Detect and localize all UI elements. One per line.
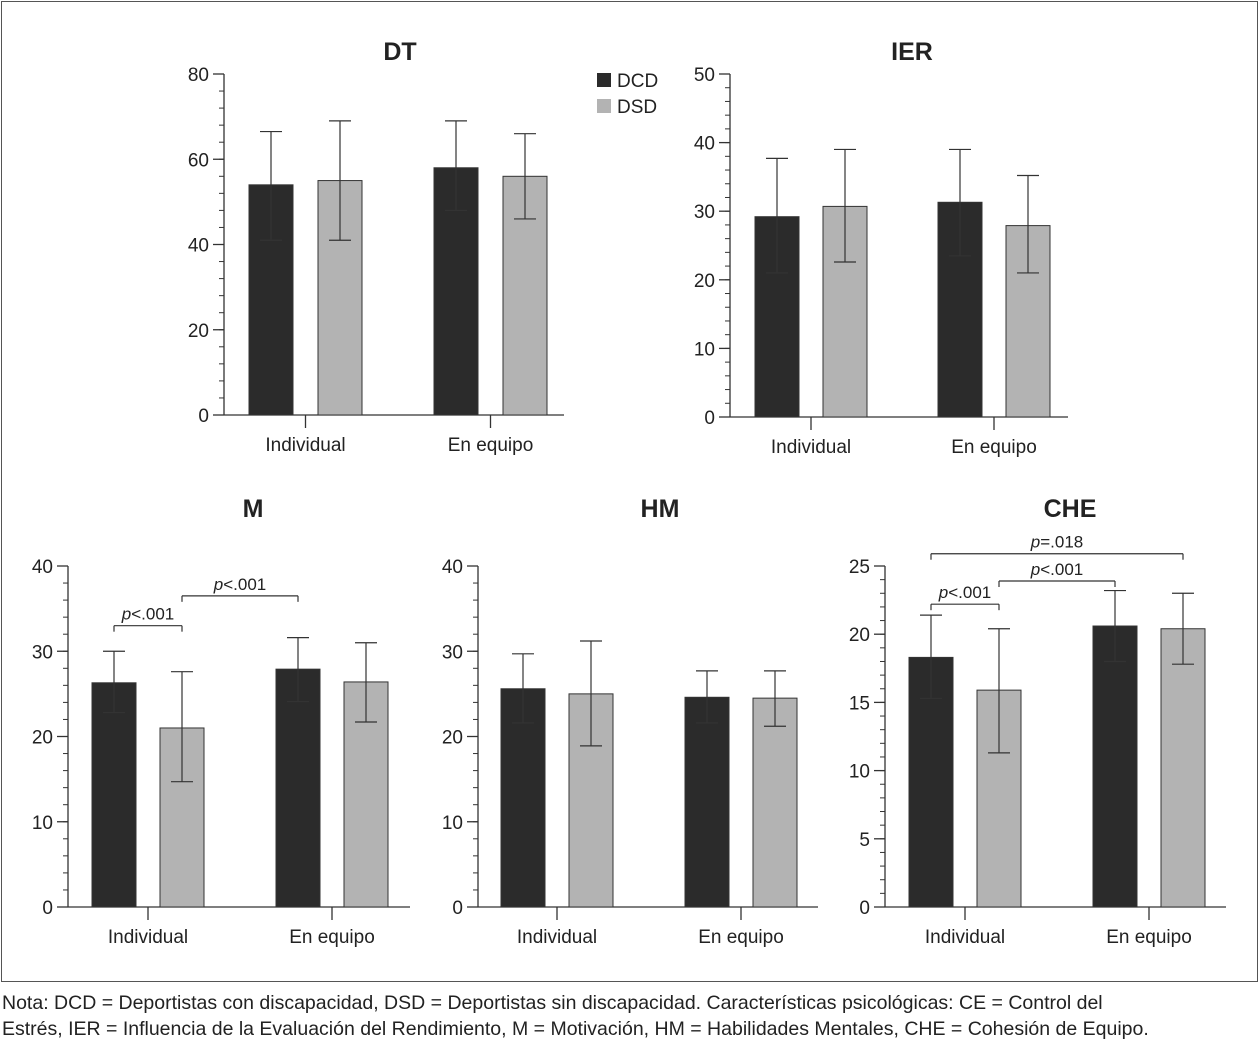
chart-dt: DT 0 20 40 60 80 Individual En equipo [188, 38, 564, 456]
y-tick-label: 20 [442, 728, 463, 749]
chart-title: HM [641, 495, 680, 523]
error-bar [1172, 592, 1194, 665]
x-tick-label: Individual [925, 927, 1005, 948]
error-bar [514, 133, 536, 220]
y-tick-label: 10 [442, 813, 463, 834]
chart-title: DT [383, 38, 416, 66]
error-bar [1104, 589, 1126, 663]
error-bar [764, 670, 786, 727]
chart-hm: HM 0 10 20 30 40 Individual En equipo [442, 495, 818, 948]
y-tick-label: 10 [694, 339, 715, 360]
y-tick-label: 50 [694, 65, 715, 86]
legend-label-dsd: DSD [617, 97, 657, 118]
error-bar [949, 148, 971, 257]
error-bar [834, 148, 856, 263]
p-value-label: p<.001 [938, 583, 991, 602]
bar-dcd-0 [500, 688, 546, 908]
legend-label-dcd: DCD [617, 71, 658, 92]
p-value-label: p<.001 [121, 605, 174, 624]
y-tick-label: 20 [849, 625, 870, 646]
p-value-label: p<.001 [213, 575, 266, 594]
error-bar [103, 650, 125, 714]
figure-note: Nota: DCD = Deportistas con discapacidad… [2, 990, 1252, 1042]
y-tick-label: 80 [188, 65, 209, 86]
legend-swatch-dsd [597, 99, 611, 113]
x-tick-label: En equipo [1106, 927, 1192, 948]
significance-bracket: p=.018 [930, 533, 1184, 560]
note-line-1: Nota: DCD = Deportistas con discapacidad… [2, 992, 1103, 1014]
figure-charts: DT 0 20 40 60 80 Individual En equipo IER 0 10 20 30… [32, 38, 1226, 948]
y-tick-label: 0 [42, 898, 53, 919]
x-tick-label: Individual [517, 927, 597, 948]
error-bar [580, 640, 602, 747]
y-tick-label: 15 [849, 693, 870, 714]
chart-title: M [243, 495, 264, 523]
bar-dcd-1 [684, 696, 730, 908]
error-bar [171, 671, 193, 783]
y-tick-label: 10 [849, 762, 870, 783]
chart-m: M 0 10 20 30 40 Individual En equipo p<.001 p<.00… [32, 495, 410, 948]
y-tick-label: 40 [442, 557, 463, 578]
error-bar [287, 637, 309, 703]
y-tick-label: 20 [32, 728, 53, 749]
x-tick-label: En equipo [448, 435, 534, 456]
error-bar [260, 130, 282, 241]
error-bar [988, 628, 1010, 754]
error-bar [766, 157, 788, 274]
y-tick-label: 0 [452, 898, 463, 919]
error-bar [445, 120, 467, 211]
y-tick-label: 5 [859, 830, 870, 851]
x-tick-label: En equipo [698, 927, 784, 948]
y-tick-label: 20 [694, 271, 715, 292]
bar-dcd-1 [1092, 625, 1138, 908]
x-tick-label: En equipo [951, 437, 1037, 458]
y-tick-label: 0 [859, 898, 870, 919]
p-value-label: p=.018 [1030, 533, 1083, 552]
chart-che: CHE 0 5 10 15 20 25 Individual En equipo p<.001 p<… [849, 495, 1226, 948]
error-bar [696, 670, 718, 724]
chart-title: CHE [1044, 495, 1097, 523]
bar-dcd-0 [91, 682, 137, 908]
bar-dcd-1 [275, 668, 321, 908]
y-tick-label: 0 [704, 408, 715, 429]
y-tick-label: 10 [32, 813, 53, 834]
significance-bracket: p<.001 [181, 575, 299, 602]
figure-frame [1, 1, 1258, 982]
legend: DCD DSD [597, 71, 658, 118]
y-tick-label: 40 [32, 557, 53, 578]
bar-dcd-0 [908, 656, 954, 908]
error-bar [512, 653, 534, 724]
y-tick-label: 40 [188, 236, 209, 257]
x-tick-label: Individual [771, 437, 851, 458]
x-tick-label: En equipo [289, 927, 375, 948]
y-tick-label: 40 [694, 134, 715, 155]
y-tick-label: 20 [188, 321, 209, 342]
x-tick-label: Individual [265, 435, 345, 456]
chart-ier: IER 0 10 20 30 40 50 Individual En equipo [694, 38, 1068, 458]
note-line-2: Estrés, IER = Influencia de la Evaluació… [2, 1018, 1149, 1040]
error-bar [355, 642, 377, 723]
significance-bracket: p<.001 [113, 605, 183, 632]
error-bar [920, 614, 942, 699]
error-bar [329, 120, 351, 241]
y-tick-label: 25 [849, 557, 870, 578]
error-bar [1017, 174, 1039, 274]
significance-bracket: p<.001 [930, 583, 1000, 611]
legend-swatch-dcd [597, 73, 611, 87]
x-tick-label: Individual [108, 927, 188, 948]
y-tick-label: 30 [442, 642, 463, 663]
y-tick-label: 30 [32, 642, 53, 663]
chart-title: IER [891, 38, 933, 66]
bar-dsd-1 [752, 697, 798, 908]
y-tick-label: 60 [188, 150, 209, 171]
y-tick-label: 0 [198, 406, 209, 427]
bar-dsd-1 [1160, 628, 1206, 908]
p-value-label: p<.001 [1030, 560, 1083, 579]
y-tick-label: 30 [694, 202, 715, 223]
significance-bracket: p<.001 [998, 560, 1116, 588]
